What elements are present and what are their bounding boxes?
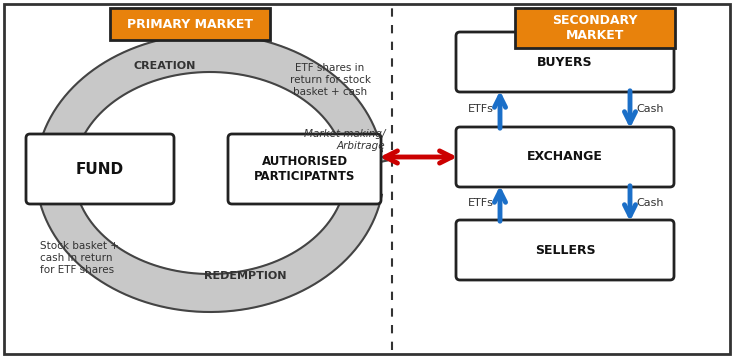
Text: PRIMARY MARKET: PRIMARY MARKET — [127, 18, 253, 30]
Text: ETFs: ETFs — [468, 105, 494, 115]
Bar — [110, 8, 270, 40]
Text: EXCHANGE: EXCHANGE — [527, 150, 603, 164]
Text: ETF shares in
return for stock
basket + cash: ETF shares in return for stock basket + … — [289, 63, 371, 97]
Text: SECONDARY
MARKET: SECONDARY MARKET — [552, 14, 638, 42]
FancyBboxPatch shape — [456, 220, 674, 280]
Polygon shape — [32, 176, 77, 203]
FancyBboxPatch shape — [228, 134, 381, 204]
Text: BUYERS: BUYERS — [537, 55, 593, 68]
Text: Stock basket +
cash in return
for ETF shares: Stock basket + cash in return for ETF sh… — [40, 241, 119, 275]
Polygon shape — [343, 144, 388, 170]
Text: Cash: Cash — [636, 198, 664, 208]
Polygon shape — [38, 34, 382, 157]
Text: ETFs: ETFs — [468, 198, 494, 208]
Polygon shape — [38, 189, 382, 312]
FancyBboxPatch shape — [456, 127, 674, 187]
Bar — [515, 8, 675, 48]
Text: Market making/
Arbitrage: Market making/ Arbitrage — [303, 129, 385, 151]
Text: REDEMPTION: REDEMPTION — [204, 271, 286, 281]
Text: CREATION: CREATION — [134, 61, 196, 71]
Text: AUTHORISED
PARTICIPATNTS: AUTHORISED PARTICIPATNTS — [254, 155, 355, 183]
Text: Cash: Cash — [636, 105, 664, 115]
FancyBboxPatch shape — [26, 134, 174, 204]
Text: FUND: FUND — [76, 161, 124, 176]
FancyBboxPatch shape — [456, 32, 674, 92]
Text: SELLERS: SELLERS — [534, 243, 595, 256]
